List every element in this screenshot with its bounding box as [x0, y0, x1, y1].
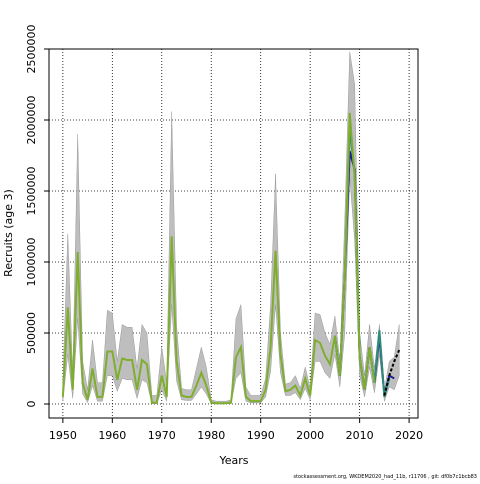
- x-tick-label: 1990: [247, 429, 275, 442]
- x-tick-label: 2020: [395, 429, 423, 442]
- series-line: [61, 112, 376, 405]
- confidence-band: [62, 51, 400, 405]
- x-tick-label: 1980: [197, 429, 225, 442]
- x-tick-label: 1970: [148, 429, 176, 442]
- y-tick-label: 1500000: [25, 166, 38, 215]
- y-tick-label: 1000000: [25, 237, 38, 286]
- y-axis-label: Recruits (age 3): [2, 189, 15, 277]
- y-tick-label: 2000000: [25, 95, 38, 144]
- x-tick-label: 1950: [49, 429, 77, 442]
- y-tick-label: 2500000: [25, 25, 38, 74]
- x-axis-label: Years: [218, 454, 248, 467]
- series-line: [383, 349, 401, 396]
- x-tick-label: 2000: [296, 429, 324, 442]
- y-tick-label: 500000: [25, 312, 38, 354]
- y-tick-label: 0: [25, 400, 38, 407]
- x-tick-label: 1960: [98, 429, 126, 442]
- x-tick-label: 2010: [346, 429, 374, 442]
- footer: stockassessment.org, WKDEM2020_had_11b, …: [293, 474, 477, 480]
- plot-frame: [48, 48, 419, 419]
